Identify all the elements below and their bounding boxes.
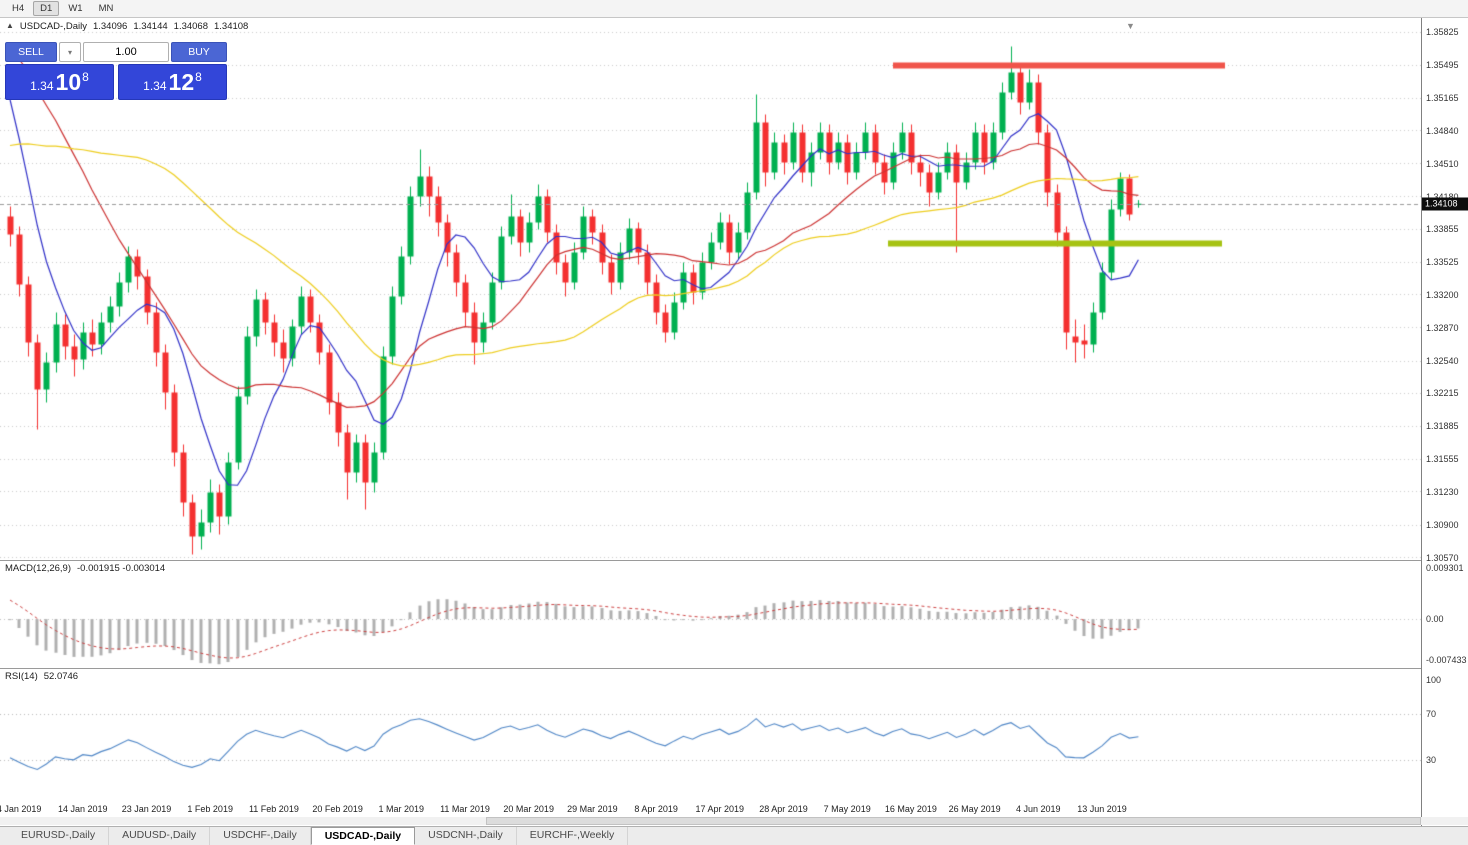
ask-price-button[interactable]: 1.34 12 8: [118, 64, 227, 100]
chart-tab-eurusd-daily[interactable]: EURUSD-,Daily: [8, 827, 110, 845]
date-axis-label: 7 May 2019: [823, 804, 871, 814]
price-scale-label: 1.32215: [1426, 388, 1459, 398]
date-axis-label: 8 Apr 2019: [634, 804, 678, 814]
price-scale-label: 1.31555: [1426, 454, 1459, 464]
ohlc-low: 1.34068: [173, 21, 208, 32]
timeframe-button-w1[interactable]: W1: [68, 3, 83, 14]
date-axis-label: 20 Mar 2019: [503, 804, 554, 814]
bid-price-button[interactable]: 1.34 10 8: [5, 64, 114, 100]
date-axis-label: 4 Jan 2019: [0, 804, 42, 814]
price-scale-label: 1.30570: [1426, 552, 1459, 563]
macd-scale-label: -0.007433: [1426, 655, 1467, 665]
price-scale[interactable]: 1.34108 1.35825 1.35495 1.35165 1.34840 1.34…: [1421, 18, 1468, 826]
volume-stepper[interactable]: ▾: [59, 42, 81, 62]
date-axis-label: 13 Jun 2019: [1077, 804, 1127, 814]
date-axis-label: 26 May 2019: [948, 804, 1001, 814]
macd-scale-label: 0.009301: [1426, 563, 1464, 573]
ask-pips: 12: [168, 69, 195, 95]
price-scale-label: 1.32540: [1426, 355, 1459, 366]
price-scale-label: 1.34840: [1426, 125, 1459, 136]
chart-tab-audusd-daily[interactable]: AUDUSD-,Daily: [109, 827, 211, 845]
date-axis-label: 20 Feb 2019: [312, 804, 363, 814]
timeframe-button-group: H4 D1 W1 MN: [5, 1, 120, 16]
rsi-scale-label: 70: [1426, 709, 1437, 720]
chart-window: ▲ USDCAD-,Daily 1.34096 1.34144 1.34068 …: [0, 18, 1468, 826]
chart-tab-usdcad-daily[interactable]: USDCAD-,Daily: [310, 827, 416, 845]
date-axis-label: 23 Jan 2019: [121, 804, 172, 814]
rsi-panel-separator[interactable]: [0, 668, 1468, 669]
timeframe-toolbar: H4 D1 W1 MN: [0, 0, 1468, 18]
horizontal-scrollbar[interactable]: [0, 817, 1468, 825]
main-chart-canvas[interactable]: [0, 18, 1421, 560]
scrollbar-thumb[interactable]: [486, 817, 1421, 825]
date-axis-label: 17 Apr 2019: [695, 804, 745, 814]
price-scale-label: 1.35495: [1426, 60, 1459, 70]
price-scale-label: 1.33200: [1426, 289, 1459, 300]
one-click-trading-panel: SELL ▾ BUY 1.34 10 8 1.34 12 8: [5, 42, 227, 100]
macd-indicator-canvas[interactable]: [0, 560, 1421, 668]
rsi-scale-label: 30: [1426, 754, 1437, 765]
chart-shift-marker: ▼: [1126, 21, 1135, 31]
chart-tab-usdchf-daily[interactable]: USDCHF-,Daily: [210, 827, 311, 845]
ask-prefix: 1.34: [143, 79, 167, 93]
date-axis-label: 1 Mar 2019: [378, 804, 425, 814]
date-axis-label: 11 Mar 2019: [440, 804, 490, 814]
bid-prefix: 1.34: [30, 79, 54, 93]
price-scale-label: 1.33855: [1426, 224, 1459, 234]
date-axis-label: 29 Mar 2019: [567, 804, 618, 814]
rsi-value: 52.0746: [43, 671, 79, 682]
price-scale-label: 1.30900: [1426, 519, 1459, 530]
timeframe-button-d1[interactable]: D1: [33, 1, 60, 16]
date-axis-label: 4 Jun 2019: [1016, 804, 1061, 814]
price-scale-label: 1.35825: [1426, 27, 1459, 37]
macd-values: -0.001915 -0.003014: [77, 563, 166, 574]
chart-tab-eurchf-weekly[interactable]: EURCHF-,Weekly: [517, 827, 629, 845]
date-axis-label: 16 May 2019: [884, 804, 937, 814]
price-scale-label: 1.32870: [1426, 322, 1459, 333]
chart-tab-bar: EURUSD-,Daily AUDUSD-,Daily USDCHF-,Daily U…: [0, 826, 1468, 845]
chart-tab-usdcnh-daily[interactable]: USDCNH-,Daily: [415, 827, 517, 845]
date-axis-label: 1 Feb 2019: [187, 804, 233, 814]
price-scale-label: 1.31885: [1426, 421, 1459, 431]
collapse-arrow-icon[interactable]: ▲: [6, 21, 14, 30]
timeframe-button-mn[interactable]: MN: [98, 3, 114, 14]
price-scale-label: 1.34180: [1426, 192, 1459, 202]
rsi-indicator-canvas[interactable]: [0, 668, 1421, 800]
price-scale-label: 1.34510: [1426, 158, 1459, 169]
price-scale-label: 1.33525: [1426, 257, 1459, 267]
macd-indicator-label: MACD(12,26,9) -0.001915 -0.003014: [5, 563, 165, 574]
date-axis-label: 14 Jan 2019: [58, 804, 108, 814]
macd-panel-separator[interactable]: [0, 560, 1468, 561]
rsi-scale-label: 100: [1426, 675, 1442, 685]
current-price-badge: 1.34108: [1422, 197, 1468, 211]
date-axis-label: 11 Feb 2019: [248, 804, 299, 814]
price-scale-label: 1.35165: [1426, 93, 1459, 103]
volume-input[interactable]: [83, 42, 169, 62]
rsi-indicator-label: RSI(14) 52.0746: [5, 671, 78, 682]
date-axis-label: 28 Apr 2019: [759, 804, 808, 814]
ask-fraction: 8: [195, 70, 202, 84]
sell-button[interactable]: SELL: [5, 42, 57, 62]
bid-fraction: 8: [82, 70, 89, 84]
bid-pips: 10: [55, 69, 82, 95]
chart-ohlc-header: ▲ USDCAD-,Daily 1.34096 1.34144 1.34068 …: [6, 21, 248, 32]
macd-title: MACD(12,26,9): [5, 563, 71, 574]
rsi-title: RSI(14): [5, 671, 38, 682]
buy-button[interactable]: BUY: [171, 42, 227, 62]
ohlc-open: 1.34096: [92, 21, 128, 32]
ohlc-high: 1.34144: [133, 21, 168, 32]
chevron-down-icon: ▾: [67, 47, 72, 57]
price-scale-label: 1.31230: [1426, 486, 1459, 497]
macd-scale-label: 0.00: [1426, 614, 1444, 625]
ohlc-close: 1.34108: [214, 21, 249, 32]
chart-symbol-label: USDCAD-,Daily: [19, 21, 87, 32]
timeframe-button-h4[interactable]: H4: [12, 3, 25, 14]
